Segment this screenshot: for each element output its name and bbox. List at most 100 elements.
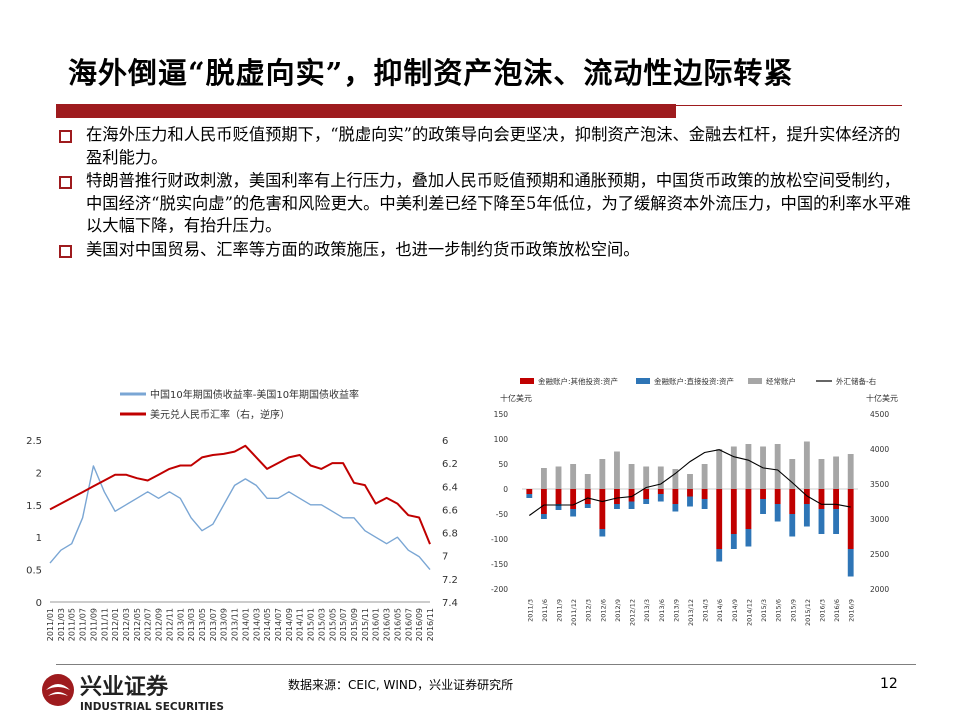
x-tick-label: 2012/09 xyxy=(155,608,164,641)
x-tick-label: 2012/05 xyxy=(133,608,142,641)
x-tick-label: 2013/03 xyxy=(187,608,196,641)
bar-direct-investment xyxy=(803,504,810,527)
bullet-item: 特朗普推行财政刺激，美国利率有上行压力，叠加人民币贬值预期和通胀预期，中国货币政… xyxy=(56,170,916,238)
x-tick-label: 2016/3 xyxy=(818,599,826,622)
x-tick-label: 2011/9 xyxy=(556,599,564,622)
bar-direct-investment xyxy=(760,499,766,514)
x-tick-label: 2015/09 xyxy=(350,608,359,641)
x-tick-label: 2013/07 xyxy=(209,608,218,641)
company-logo: 兴业证券 INDUSTRIAL SECURITIES xyxy=(42,674,224,713)
bar-other-investment xyxy=(570,489,577,509)
x-tick-label: 2015/11 xyxy=(361,608,370,641)
bullet-item: 在海外压力和人民币贬值预期下，“脱虚向实”的政策导向会更坚决，抑制资产泡沫、金融… xyxy=(56,124,916,169)
bar-current-account xyxy=(730,446,737,489)
bar-direct-investment xyxy=(540,514,547,519)
x-tick-label: 2013/9 xyxy=(672,599,680,622)
bullet-text: 美国对中国贸易、汇率等方面的政策施压，也进一步制约货币政策放松空间。 xyxy=(86,239,640,259)
data-source-note: 数据来源：CEIC, WIND，兴业证券研究所 xyxy=(288,678,514,692)
y-right-tick-label: 7.4 xyxy=(442,598,458,609)
x-tick-label: 2014/11 xyxy=(296,608,305,641)
bar-current-account xyxy=(818,459,825,489)
y-right-tick-label: 4000 xyxy=(870,445,889,454)
x-tick-label: 2013/3 xyxy=(643,599,651,622)
bar-direct-investment xyxy=(526,494,533,498)
x-tick-label: 2013/12 xyxy=(687,599,695,626)
legend-label-fdi: 金融账户:直接投资:资产 xyxy=(654,376,734,386)
bar-direct-investment xyxy=(716,549,723,562)
x-tick-label: 2016/6 xyxy=(833,599,841,622)
y-left-tick-label: 0 xyxy=(503,485,508,494)
bar-direct-investment xyxy=(789,514,796,537)
footer-divider xyxy=(56,664,916,665)
square-bullet-icon xyxy=(59,244,72,258)
bar-direct-investment xyxy=(628,501,635,509)
y-left-tick-label: -200 xyxy=(491,585,508,594)
y-right-tick-label: 3000 xyxy=(870,515,889,524)
bar-current-account xyxy=(716,449,723,489)
x-tick-label: 2012/3 xyxy=(585,599,593,622)
legend-label-fx: 美元兑人民币汇率（右，逆序） xyxy=(150,408,290,421)
y-right-tick-label: 6.4 xyxy=(442,482,458,493)
bar-direct-investment xyxy=(599,529,606,537)
x-tick-label: 2013/6 xyxy=(658,599,666,622)
logo-cn: 兴业证券 xyxy=(80,674,169,700)
series-line-spread xyxy=(49,465,431,571)
bar-direct-investment xyxy=(570,509,577,517)
bar-current-account xyxy=(672,469,679,489)
bop-bar-chart: 金融账户:其他投资:资产 金融账户:直接投资:资产 经常账户 外汇储备-右 十亿… xyxy=(491,376,898,626)
x-tick-label: 2012/12 xyxy=(629,599,637,626)
bar-current-account xyxy=(847,454,854,489)
bar-current-account xyxy=(570,464,577,489)
bar-other-investment xyxy=(760,489,766,499)
bar-other-investment xyxy=(672,489,679,504)
x-tick-label: 2015/6 xyxy=(775,599,783,622)
y-right-tick-label: 2500 xyxy=(870,550,889,559)
bullet-text: 特朗普推行财政刺激，美国利率有上行压力，叠加人民币贬值预期和通胀预期，中国货币政… xyxy=(86,171,911,235)
bar-other-investment xyxy=(716,489,723,549)
x-tick-label: 2012/03 xyxy=(122,608,131,641)
bar-other-investment xyxy=(628,489,635,502)
bar-current-account xyxy=(657,466,664,489)
legend-label-reserves: 外汇储备-右 xyxy=(836,376,877,386)
right-unit-label: 十亿美元 xyxy=(866,393,898,403)
x-tick-label: 2014/03 xyxy=(252,608,261,641)
y-right-tick-label: 4500 xyxy=(870,410,889,419)
x-tick-label: 2014/01 xyxy=(241,608,250,641)
y-left-tick-label: 1 xyxy=(36,533,42,544)
series-line-reserves xyxy=(528,449,851,516)
y-right-tick-label: 7 xyxy=(442,552,448,563)
x-tick-label: 2011/05 xyxy=(68,608,77,641)
bar-direct-investment xyxy=(847,549,854,577)
bar-other-investment xyxy=(599,489,606,529)
x-tick-label: 2011/07 xyxy=(79,608,88,641)
y-left-tick-label: 150 xyxy=(494,410,509,419)
bar-direct-investment xyxy=(774,504,781,522)
bar-other-investment xyxy=(701,489,708,499)
bar-other-investment xyxy=(657,489,664,494)
y-right-tick-label: 6.2 xyxy=(442,459,458,470)
y-left-tick-label: -100 xyxy=(491,535,508,544)
bar-other-investment xyxy=(833,489,840,509)
bar-direct-investment xyxy=(730,534,737,549)
x-tick-label: 2016/05 xyxy=(393,608,402,641)
bar-current-account xyxy=(555,466,562,489)
x-tick-label: 2015/9 xyxy=(789,599,797,622)
x-tick-label: 2014/9 xyxy=(731,599,739,622)
x-tick-label: 2014/6 xyxy=(716,599,724,622)
bar-other-investment xyxy=(540,489,547,514)
x-tick-label: 2016/07 xyxy=(404,608,413,641)
y-left-tick-label: 2 xyxy=(36,468,42,479)
x-tick-label: 2014/3 xyxy=(702,599,710,622)
y-left-tick-label: 0 xyxy=(36,598,42,609)
x-tick-label: 2012/6 xyxy=(599,599,607,622)
logo-en: INDUSTRIAL SECURITIES xyxy=(80,701,224,713)
y-left-tick-label: 2.5 xyxy=(26,436,42,447)
bar-direct-investment xyxy=(672,504,679,512)
bar-other-investment xyxy=(614,489,620,504)
x-tick-label: 2011/12 xyxy=(570,599,578,626)
bar-direct-investment xyxy=(701,499,708,509)
legend-swatch-other-inv xyxy=(520,378,534,384)
x-tick-label: 2013/05 xyxy=(198,608,207,641)
legend-label-spread: 中国10年期国债收益率-美国10年期国债收益率 xyxy=(150,388,359,401)
x-tick-label: 2015/3 xyxy=(760,599,768,622)
